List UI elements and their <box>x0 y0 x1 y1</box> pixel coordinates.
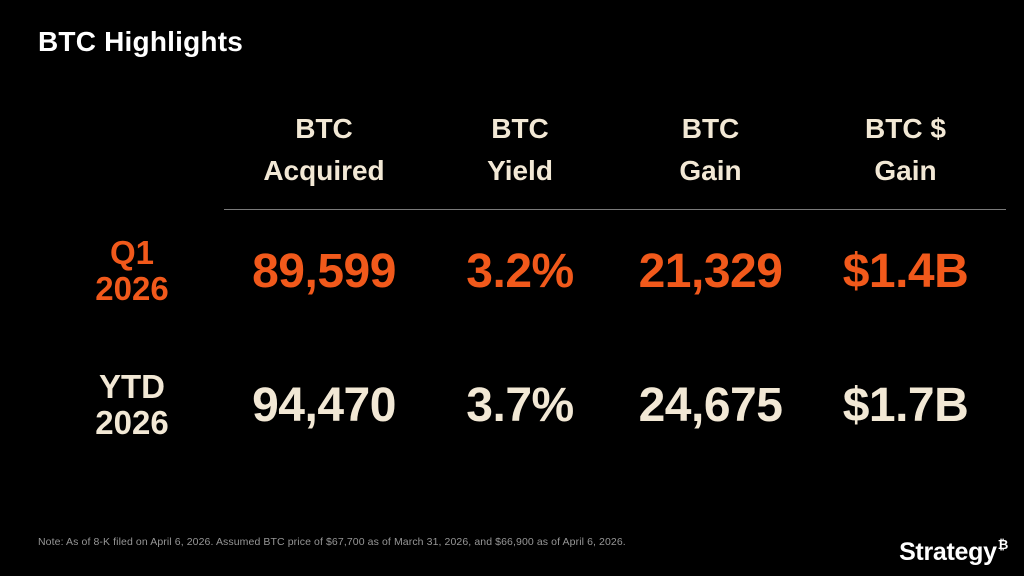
row-label-line: 2026 <box>95 404 169 441</box>
row-label-ytd-2026: YTD 2026 <box>40 369 224 440</box>
header-line: BTC <box>295 113 353 144</box>
column-header-btc-gain: BTC Gain <box>616 108 805 192</box>
table-header-row: BTC Acquired BTC Yield BTC Gain BTC $ Ga… <box>40 108 1006 192</box>
cell-q1-btc-acquired: 89,599 <box>252 244 396 298</box>
cell-q1-btc-dollar-gain: $1.4B <box>842 244 969 298</box>
cell-q1-btc-gain: 21,329 <box>638 244 783 298</box>
btc-highlights-table: BTC Acquired BTC Yield BTC Gain BTC $ Ga… <box>40 108 1006 458</box>
cell-ytd-btc-acquired: 94,470 <box>252 378 396 432</box>
row-label-q1-2026: Q1 2026 <box>40 235 224 306</box>
table-row-ytd-2026: YTD 2026 94,470 3.7% 24,675 $1.7B <box>40 352 1006 458</box>
column-header-btc-yield: BTC Yield <box>424 108 616 192</box>
header-line: Gain <box>874 155 937 186</box>
column-header-btc-dollar-gain: BTC $ Gain <box>805 108 1006 192</box>
strategy-logo-wordmark: Strategy <box>899 538 997 566</box>
row-label-line: YTD <box>99 368 165 406</box>
header-line: BTC $ <box>865 113 946 144</box>
footnote-text: Note: As of 8-K filed on April 6, 2026. … <box>38 536 626 548</box>
row-label-line: 2026 <box>95 270 169 307</box>
bitcoin-icon: ₿ <box>997 537 1009 552</box>
page-title: BTC Highlights <box>38 26 243 57</box>
header-line: BTC <box>681 113 740 144</box>
table-row-q1-2026: Q1 2026 89,599 3.2% 21,329 $1.4B <box>40 218 1006 324</box>
cell-ytd-btc-dollar-gain: $1.7B <box>842 378 969 432</box>
row-label-line: Q1 <box>109 234 155 272</box>
cell-q1-btc-yield: 3.2% <box>466 244 574 298</box>
cell-ytd-btc-yield: 3.7% <box>466 378 574 432</box>
header-line: Gain <box>679 155 742 186</box>
header-line: BTC <box>491 113 549 144</box>
column-header-btc-acquired: BTC Acquired <box>224 108 424 192</box>
strategy-logo: Strategy₿ <box>899 537 1009 567</box>
header-line: Yield <box>487 155 553 186</box>
header-divider-line <box>224 209 1006 210</box>
header-line: Acquired <box>263 155 385 186</box>
cell-ytd-btc-gain: 24,675 <box>638 378 783 432</box>
